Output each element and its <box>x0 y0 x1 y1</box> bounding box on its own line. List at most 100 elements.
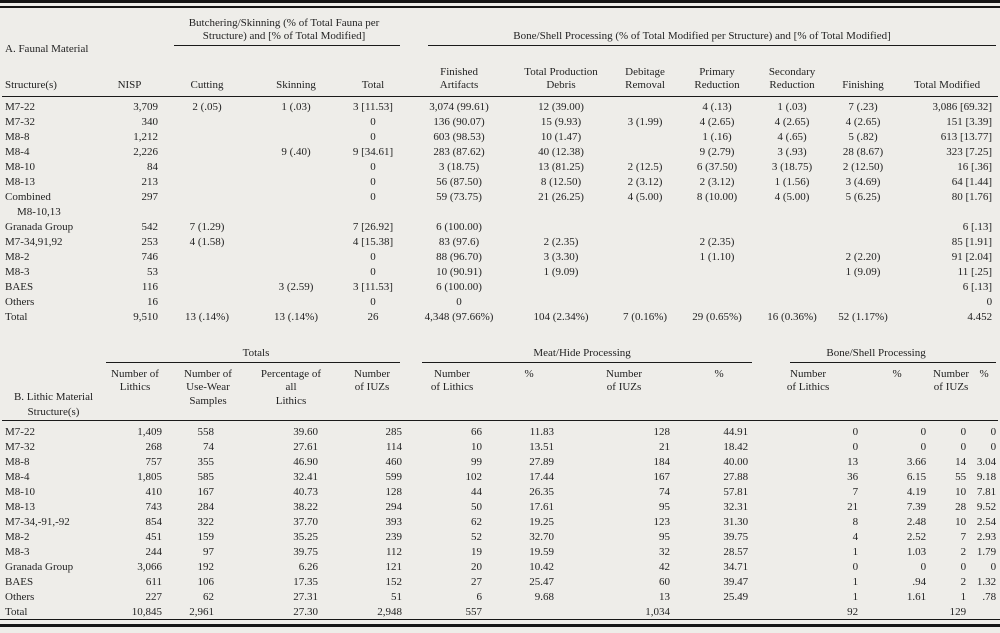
table-cell: 3 [11.53] <box>353 100 393 113</box>
table-cell: 2,961 <box>189 605 214 618</box>
table-cell: 6 (37.50) <box>696 160 738 173</box>
table-cell: 99 <box>471 455 483 468</box>
table-cell <box>754 220 830 235</box>
col-header-number-of-iuzs-meat: Number of IUZs <box>564 362 685 421</box>
table-cell: 57.81 <box>723 485 749 498</box>
table-cell: 227 <box>145 590 163 603</box>
table-cell <box>610 280 680 295</box>
table-cell: 4 (.13) <box>702 100 732 113</box>
table-cell: 557 <box>465 605 483 618</box>
table-cell: 74 <box>203 440 214 453</box>
table-cell: 7 <box>960 530 967 543</box>
table-cell: 1 (9.09) <box>543 265 579 278</box>
col-header-debitage-removal: Debitage Removal <box>610 45 681 97</box>
col-header-number-of-iuzs-bone: Number of IUZs <box>932 362 971 421</box>
table-cell: 34.71 <box>723 560 749 573</box>
col-header-number-of-lithics-meat: Number of Lithics <box>410 362 495 421</box>
table-cell: 1 (1.56) <box>774 175 810 188</box>
table-cell <box>680 295 754 310</box>
table-cell: 74 <box>659 485 671 498</box>
table-cell: 40.00 <box>723 455 749 468</box>
table-cell: 558 <box>197 425 215 438</box>
table-cell: 0 <box>920 560 927 573</box>
table-cell: 27.89 <box>529 455 555 468</box>
table-cell: 2 <box>960 545 967 558</box>
group-rule <box>422 361 753 363</box>
table-cell: 121 <box>385 560 403 573</box>
col-header-structure-b: Structure(s) <box>27 405 80 418</box>
table-cell: 9 (.40) <box>281 145 311 158</box>
col-header-total: Total <box>340 45 407 97</box>
row-label: M8-2 <box>5 250 30 263</box>
row-label: Granada Group <box>5 220 74 233</box>
table-cell: 4 <box>852 530 859 543</box>
table-cell: 4 (2.65) <box>699 115 735 128</box>
table-cell <box>252 235 340 250</box>
table-cell: 1 (.16) <box>702 130 732 143</box>
group-butchering-skinning-label: Butchering/Skinning (% of Total Fauna pe… <box>188 16 380 42</box>
table-cell: 268 <box>145 440 163 453</box>
section-a-title-cell: A. Faunal Material <box>2 10 162 55</box>
table-cell <box>680 265 754 280</box>
table-cell: 21 <box>659 440 671 453</box>
table-cell <box>610 250 680 265</box>
table-cell: 1.79 <box>976 545 997 558</box>
table-cell: 0 <box>370 160 376 173</box>
table-cell <box>162 250 252 265</box>
table-cell: 2 (12.50) <box>842 160 884 173</box>
column-header-row-b: Number of Lithics Number of Use-Wear Sam… <box>2 362 999 421</box>
group-bone-shell-label-b: Bone/Shell Processing <box>826 346 926 359</box>
table-cell: 1 (.03) <box>281 100 311 113</box>
table-cell: 14 <box>955 455 967 468</box>
table-cell: 21 (26.25) <box>538 190 584 203</box>
row-label: M8-3 <box>5 265 30 278</box>
col-header-secondary-reduction: Secondary Reduction <box>754 45 831 97</box>
row-label: Total <box>5 310 28 323</box>
table-cell: 10 (90.91) <box>436 265 482 278</box>
table-cell <box>252 190 340 220</box>
table-cell: 17.44 <box>529 470 555 483</box>
table-cell: 6 (100.00) <box>436 220 482 233</box>
table-cell: 26 <box>367 310 379 323</box>
table-cell: 4 (2.65) <box>774 115 810 128</box>
table-cell: 55 <box>955 470 967 483</box>
table-cell <box>970 605 998 620</box>
row-label: Others <box>5 295 35 308</box>
table-cell: 17.35 <box>293 575 318 588</box>
table-cell <box>252 265 340 280</box>
table-cell <box>684 605 754 620</box>
group-butchering-skinning: Butchering/Skinning (% of Total Fauna pe… <box>162 10 406 46</box>
table-cell: 12 (39.00) <box>538 100 584 113</box>
table-cell: 3 (1.99) <box>627 115 663 128</box>
table-cell: 1.03 <box>906 545 927 558</box>
table-cell: 213 <box>141 175 159 188</box>
table-cell: .94 <box>912 575 927 588</box>
group-rule <box>790 361 997 363</box>
table-cell: 123 <box>653 515 671 528</box>
table-cell: 322 <box>197 515 215 528</box>
table-cell: 56 (87.50) <box>436 175 482 188</box>
table-cell: 27.31 <box>293 590 318 603</box>
table-cell: 32.41 <box>293 470 318 483</box>
table-cell: 1 <box>960 590 967 603</box>
table-cell: 7 (0.16%) <box>623 310 668 323</box>
table-cell: 0 <box>370 190 376 203</box>
table-cell: 3 (.93) <box>777 145 807 158</box>
table-cell: 9,510 <box>133 310 158 323</box>
table-cell: 25.47 <box>529 575 555 588</box>
table-cell: 13 <box>659 590 671 603</box>
table-cell: 88 (96.70) <box>436 250 482 263</box>
table-cell: 10 <box>955 485 967 498</box>
table-cell <box>862 605 932 620</box>
table-cell: 32 <box>659 545 671 558</box>
table-cell: 451 <box>145 530 163 543</box>
column-header-row-a: Structure(s) NISP Cutting Skinning Total… <box>2 45 999 97</box>
table-cell <box>830 280 896 295</box>
table-cell: 84 <box>147 160 158 173</box>
top-rule-thin <box>0 6 1000 8</box>
table-cell: 29 (0.65%) <box>692 310 742 323</box>
table-cell: 0 <box>370 250 376 263</box>
faunal-table-body: M7-22 3,709 2 (.05) 1 (.03) 3 [11.53] 3,074 (… <box>2 96 998 325</box>
group-totals: Totals <box>102 325 410 363</box>
